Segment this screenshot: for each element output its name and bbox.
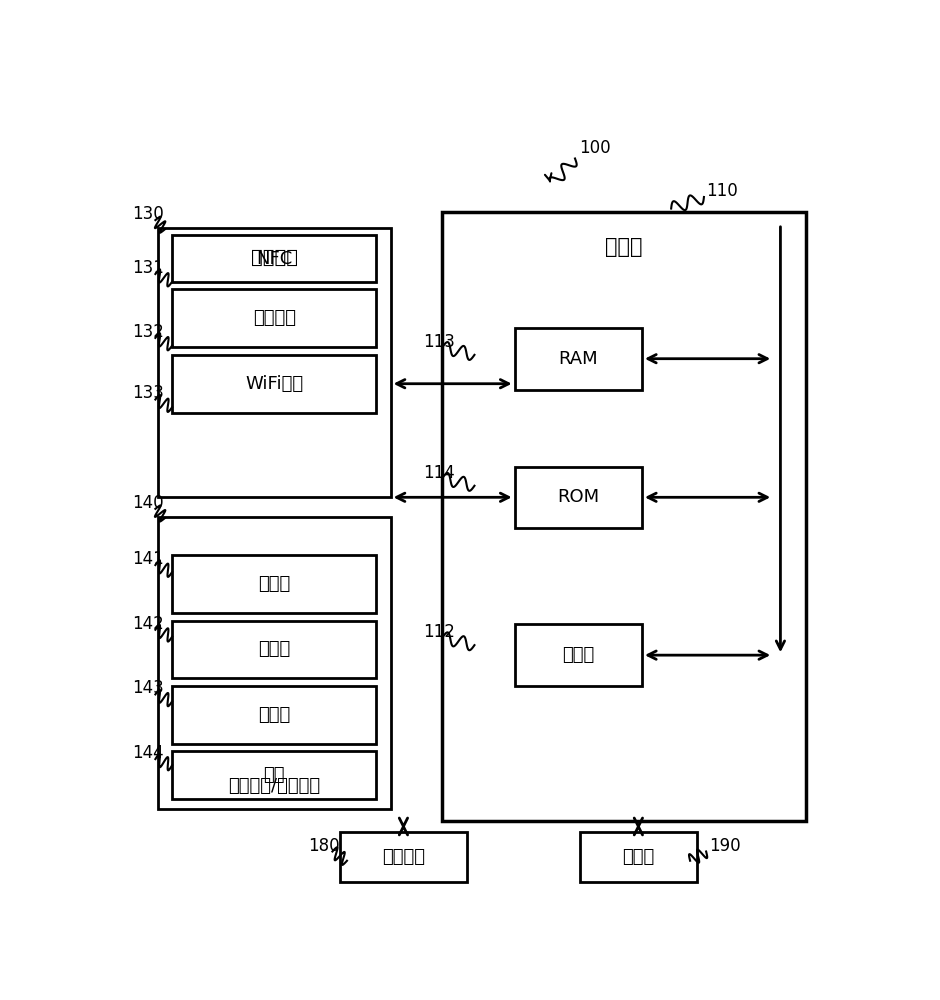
Text: 100: 100 (579, 139, 610, 157)
Text: 131: 131 (132, 259, 164, 277)
Text: 133: 133 (132, 384, 164, 402)
Text: 麦克风: 麦克风 (258, 575, 290, 593)
Text: WiFi芯片: WiFi芯片 (245, 375, 304, 393)
Text: 130: 130 (132, 205, 164, 223)
Bar (514, 624, 642, 686)
Text: 供电电源: 供电电源 (382, 848, 425, 866)
Bar (172, 555, 376, 613)
Bar (172, 620, 376, 678)
Bar (514, 328, 642, 389)
Text: 143: 143 (132, 679, 164, 697)
Bar (514, 466, 642, 528)
Text: 180: 180 (308, 837, 340, 855)
Text: 用户输入/输出接口: 用户输入/输出接口 (228, 777, 321, 795)
Text: 144: 144 (132, 744, 164, 762)
Text: 190: 190 (709, 837, 741, 855)
Bar (172, 235, 376, 282)
Bar (172, 686, 376, 744)
Text: 110: 110 (706, 182, 738, 200)
Bar (442, 212, 806, 821)
Bar (339, 832, 467, 882)
Text: RAM: RAM (558, 350, 598, 368)
Text: ROM: ROM (557, 488, 600, 506)
Text: 142: 142 (132, 615, 164, 633)
Text: 113: 113 (423, 333, 455, 351)
Text: NFC: NFC (256, 250, 292, 268)
Text: 141: 141 (132, 550, 164, 568)
Text: 通信接口: 通信接口 (251, 248, 298, 267)
Text: 114: 114 (423, 464, 455, 482)
Text: 140: 140 (132, 494, 164, 512)
Text: 蓝牙模块: 蓝牙模块 (253, 309, 295, 327)
Bar (580, 832, 697, 882)
Bar (172, 355, 376, 413)
Text: 控制器: 控制器 (605, 237, 643, 257)
Text: 摄像头: 摄像头 (258, 640, 290, 658)
Text: 按键: 按键 (263, 766, 285, 784)
Text: 存储器: 存储器 (622, 848, 654, 866)
Text: 处理器: 处理器 (562, 646, 594, 664)
Bar (158, 517, 391, 809)
Bar (158, 228, 391, 497)
Bar (172, 289, 376, 347)
Text: 112: 112 (423, 623, 455, 641)
Text: 传感器: 传感器 (258, 706, 290, 724)
Text: 132: 132 (132, 323, 164, 341)
Bar (172, 751, 376, 799)
